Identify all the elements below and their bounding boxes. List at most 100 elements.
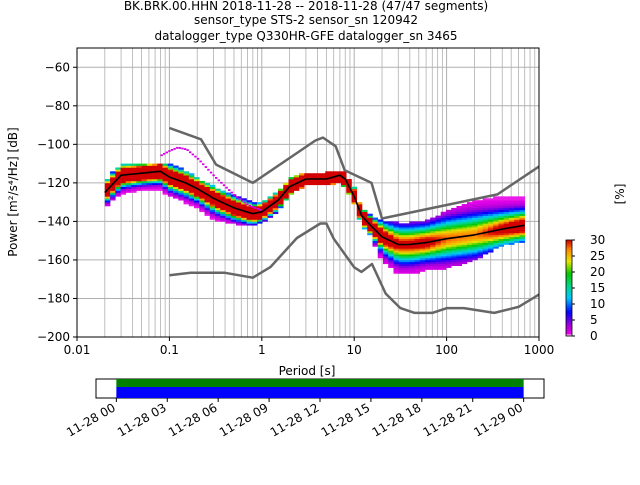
- heatmap-cell: [251, 209, 258, 213]
- heatmap-cell: [131, 179, 137, 182]
- heatmap-cell: [435, 242, 442, 245]
- heatmap-cell: [131, 171, 137, 174]
- heatmap-cell: [146, 165, 153, 168]
- heatmap-cell: [451, 207, 457, 211]
- heatmap-cell: [194, 200, 200, 203]
- heatmap-cell: [372, 221, 379, 224]
- heatmap-cell: [141, 186, 148, 189]
- heatmap-cell: [382, 261, 389, 265]
- heatmap-cell: [167, 179, 174, 182]
- heatmap-outlier-cell: [230, 191, 234, 194]
- heatmap-cell: [477, 215, 483, 218]
- heatmap-cell: [451, 244, 457, 247]
- heatmap-cell: [215, 211, 221, 214]
- heatmap-cell: [215, 202, 221, 205]
- heatmap-cell: [403, 227, 410, 230]
- colorbar-swatch: [566, 260, 572, 263]
- heatmap-cell: [493, 204, 499, 207]
- heatmap-cell: [136, 163, 142, 166]
- x-tick-label: 10: [347, 343, 362, 357]
- heatmap-cell: [398, 231, 405, 234]
- heatmap-cell: [487, 236, 494, 240]
- heatmap-cell: [204, 211, 211, 214]
- heatmap-cell: [409, 267, 415, 270]
- heatmap-cell: [377, 225, 384, 228]
- heatmap-cell: [131, 182, 137, 186]
- heatmap-cell: [136, 180, 142, 184]
- heatmap-cell: [456, 256, 463, 259]
- heatmap-cell: [293, 177, 300, 180]
- heatmap-cell: [173, 192, 179, 195]
- heatmap-cell: [361, 211, 368, 214]
- heatmap-cell: [120, 163, 127, 166]
- heatmap-cell: [351, 186, 358, 189]
- colorbar-swatch: [566, 242, 572, 245]
- heatmap-cell: [477, 200, 483, 203]
- heatmap-cell: [493, 215, 499, 218]
- heatmap-cell: [388, 254, 394, 257]
- heatmap-cell: [241, 217, 247, 220]
- heatmap-cell: [398, 258, 405, 261]
- heatmap-cell: [493, 231, 499, 234]
- heatmap-cell: [482, 248, 489, 251]
- heatmap-cell: [466, 240, 473, 243]
- heatmap-cell: [246, 202, 253, 205]
- heatmap-cell: [173, 167, 179, 170]
- heatmap-cell: [194, 190, 200, 193]
- heatmap-cell: [262, 204, 268, 207]
- heatmap-cell: [482, 229, 489, 232]
- heatmap-cell: [314, 175, 321, 178]
- heatmap-cell: [283, 186, 289, 189]
- heatmap-cell: [445, 261, 452, 265]
- heatmap-cell: [519, 213, 525, 216]
- heatmap-cell: [461, 217, 468, 220]
- heatmap-cell: [508, 219, 515, 222]
- heatmap-cell: [493, 225, 499, 228]
- heatmap-cell: [419, 250, 426, 253]
- heatmap-cell: [472, 238, 478, 241]
- heatmap-cell: [403, 254, 410, 257]
- heatmap-outlier-cell: [246, 203, 249, 206]
- heatmap-cell: [356, 211, 363, 214]
- heatmap-outlier-cell: [207, 168, 210, 171]
- heatmap-cell: [220, 196, 226, 199]
- heatmap-cell: [393, 221, 400, 224]
- heatmap-cell: [340, 175, 347, 178]
- heatmap-cell: [477, 248, 483, 251]
- colorbar-swatch: [566, 264, 572, 267]
- heatmap-cell: [440, 254, 447, 257]
- heatmap-cell: [162, 169, 169, 172]
- heatmap-cell: [493, 196, 499, 199]
- heatmap-cell: [440, 244, 447, 247]
- heatmap-cell: [183, 184, 190, 188]
- heatmap-cell: [272, 211, 279, 214]
- heatmap-cell: [398, 263, 405, 267]
- heatmap-cell: [115, 192, 121, 195]
- heatmap-cell: [461, 236, 468, 240]
- heatmap-cell: [477, 242, 483, 245]
- heatmap-cell: [393, 265, 400, 268]
- heatmap-cell: [183, 196, 190, 199]
- heatmap-cell: [251, 215, 258, 218]
- heatmap-cell: [278, 190, 284, 193]
- heatmap-cell: [519, 229, 525, 232]
- heatmap-cell: [173, 169, 179, 172]
- heatmap-cell: [115, 167, 121, 170]
- heatmap-cell: [267, 196, 274, 199]
- heatmap-cell: [466, 227, 473, 230]
- heatmap-cell: [178, 194, 184, 197]
- heatmap-cell: [136, 184, 142, 188]
- heatmap-cell: [482, 198, 489, 201]
- heatmap-cell: [419, 258, 426, 261]
- heatmap-cell: [435, 225, 442, 228]
- colorbar-swatch: [566, 280, 572, 283]
- heatmap-cell: [519, 217, 525, 220]
- heatmap-cell: [482, 211, 489, 214]
- heatmap-cell: [377, 227, 384, 230]
- heatmap-cell: [430, 254, 436, 257]
- heatmap-cell: [508, 238, 515, 241]
- heatmap-cell: [309, 182, 316, 186]
- heatmap-cell: [472, 240, 478, 243]
- heatmap-cell: [257, 213, 263, 216]
- heatmap-cell: [493, 227, 499, 230]
